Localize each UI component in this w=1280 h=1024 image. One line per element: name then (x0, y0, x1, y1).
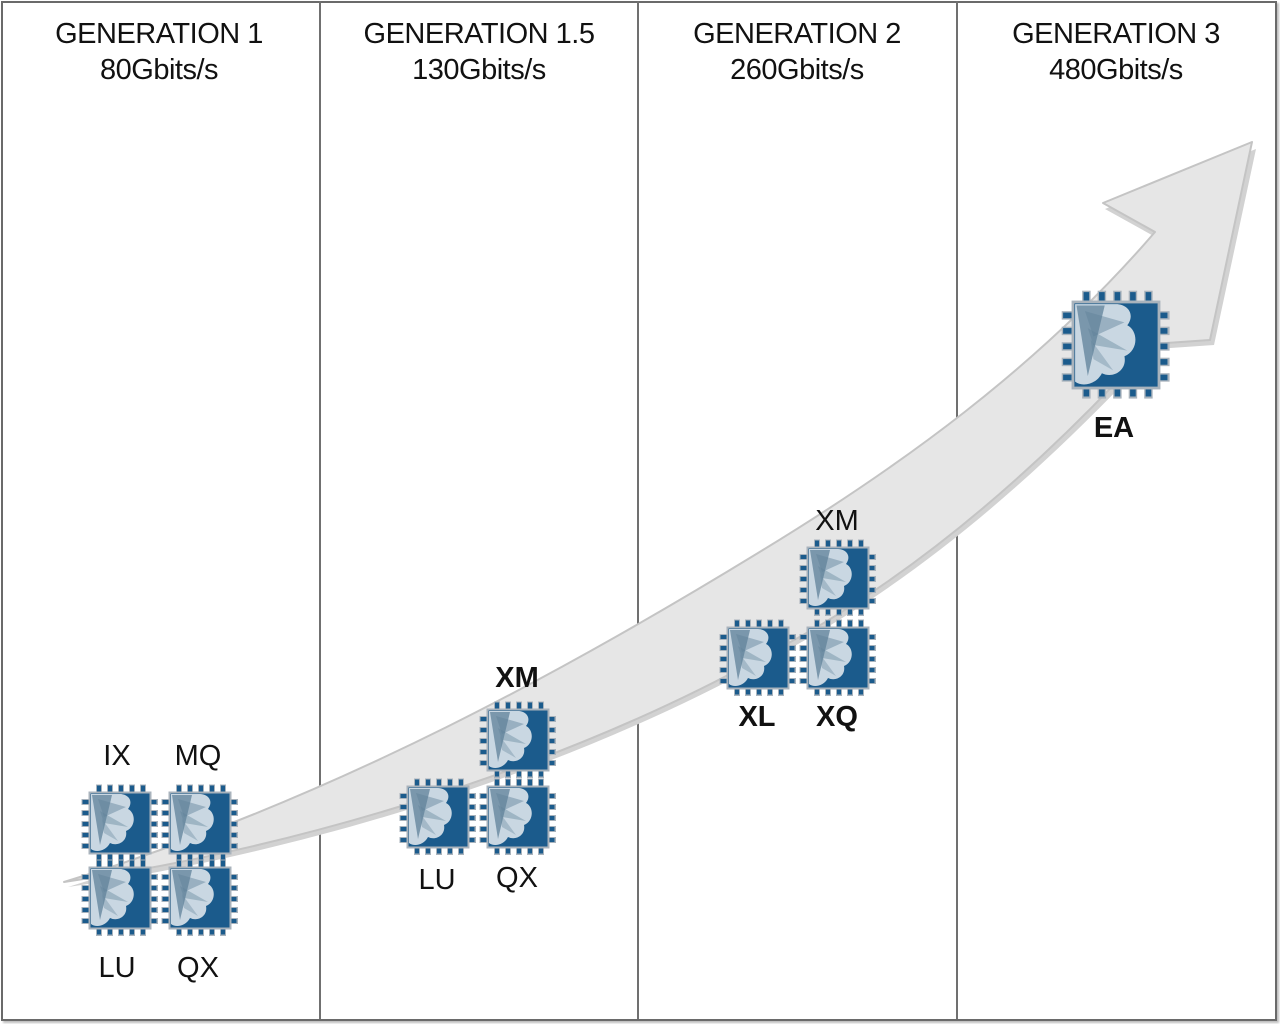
chip-label-lu: LU (98, 952, 136, 984)
column-header-generation-1-5: GENERATION 1.5 130Gbits/s (320, 16, 638, 88)
arrow-shadow (68, 149, 1256, 887)
processor-chip-icon (719, 619, 797, 697)
processor-chip-icon (479, 701, 557, 779)
generation-rate: 260Gbits/s (730, 54, 864, 86)
generation-rate: 130Gbits/s (412, 54, 546, 86)
column-header-generation-1: GENERATION 1 80Gbits/s (0, 16, 318, 88)
generation-title: GENERATION 1.5 (363, 18, 595, 50)
processor-chip-icon (161, 859, 239, 937)
column-header-generation-3: GENERATION 3 480Gbits/s (957, 16, 1275, 88)
chip-label-qx: QX (496, 862, 538, 894)
processor-chip-icon (799, 619, 877, 697)
generation-rate: 480Gbits/s (1049, 54, 1183, 86)
chip-label-mq: MQ (174, 740, 222, 772)
column-divider (319, 1, 321, 1019)
chip-label-lu: LU (418, 864, 456, 896)
processor-chip-icon (161, 784, 239, 862)
generation-rate: 80Gbits/s (100, 54, 219, 86)
chip-label-xm: XM (495, 662, 539, 694)
generation-title: GENERATION 1 (55, 18, 263, 50)
column-divider (637, 1, 639, 1019)
chip-label-ea: EA (1093, 412, 1135, 444)
processor-chip-icon (799, 539, 877, 617)
generation-title: GENERATION 2 (693, 18, 901, 50)
processor-chip-icon (81, 859, 159, 937)
processor-chip-icon (479, 778, 557, 856)
chip-label-xm: XM (815, 505, 859, 537)
chip-label-ix: IX (103, 740, 131, 772)
processor-chip-icon (399, 778, 477, 856)
column-header-generation-2: GENERATION 2 260Gbits/s (638, 16, 956, 88)
generation-title: GENERATION 3 (1012, 18, 1220, 50)
chip-label-xq: XQ (816, 701, 858, 733)
processor-chip-icon (1061, 290, 1171, 400)
processor-chip-icon (81, 784, 159, 862)
chip-label-xl: XL (738, 701, 776, 733)
chip-label-qx: QX (177, 952, 219, 984)
